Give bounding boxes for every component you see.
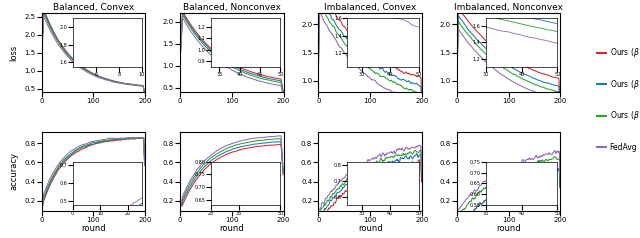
X-axis label: round: round (81, 224, 106, 233)
Text: FedAvg: FedAvg (609, 143, 637, 152)
Title: Imbalanced, Nonconvex: Imbalanced, Nonconvex (454, 3, 563, 12)
Text: Ours ($\beta = 0.7$): Ours ($\beta = 0.7$) (609, 78, 640, 91)
Title: Imbalanced, Convex: Imbalanced, Convex (324, 3, 417, 12)
X-axis label: round: round (496, 224, 521, 233)
X-axis label: round: round (220, 224, 244, 233)
Text: Ours ($\beta = 0.5$): Ours ($\beta = 0.5$) (609, 46, 640, 59)
Title: Balanced, Nonconvex: Balanced, Nonconvex (183, 3, 281, 12)
X-axis label: round: round (358, 224, 383, 233)
Y-axis label: loss: loss (10, 45, 19, 61)
Y-axis label: accuracy: accuracy (10, 152, 19, 190)
Title: Balanced, Convex: Balanced, Convex (52, 3, 134, 12)
Text: Ours ($\beta = 0.9$): Ours ($\beta = 0.9$) (609, 109, 640, 122)
